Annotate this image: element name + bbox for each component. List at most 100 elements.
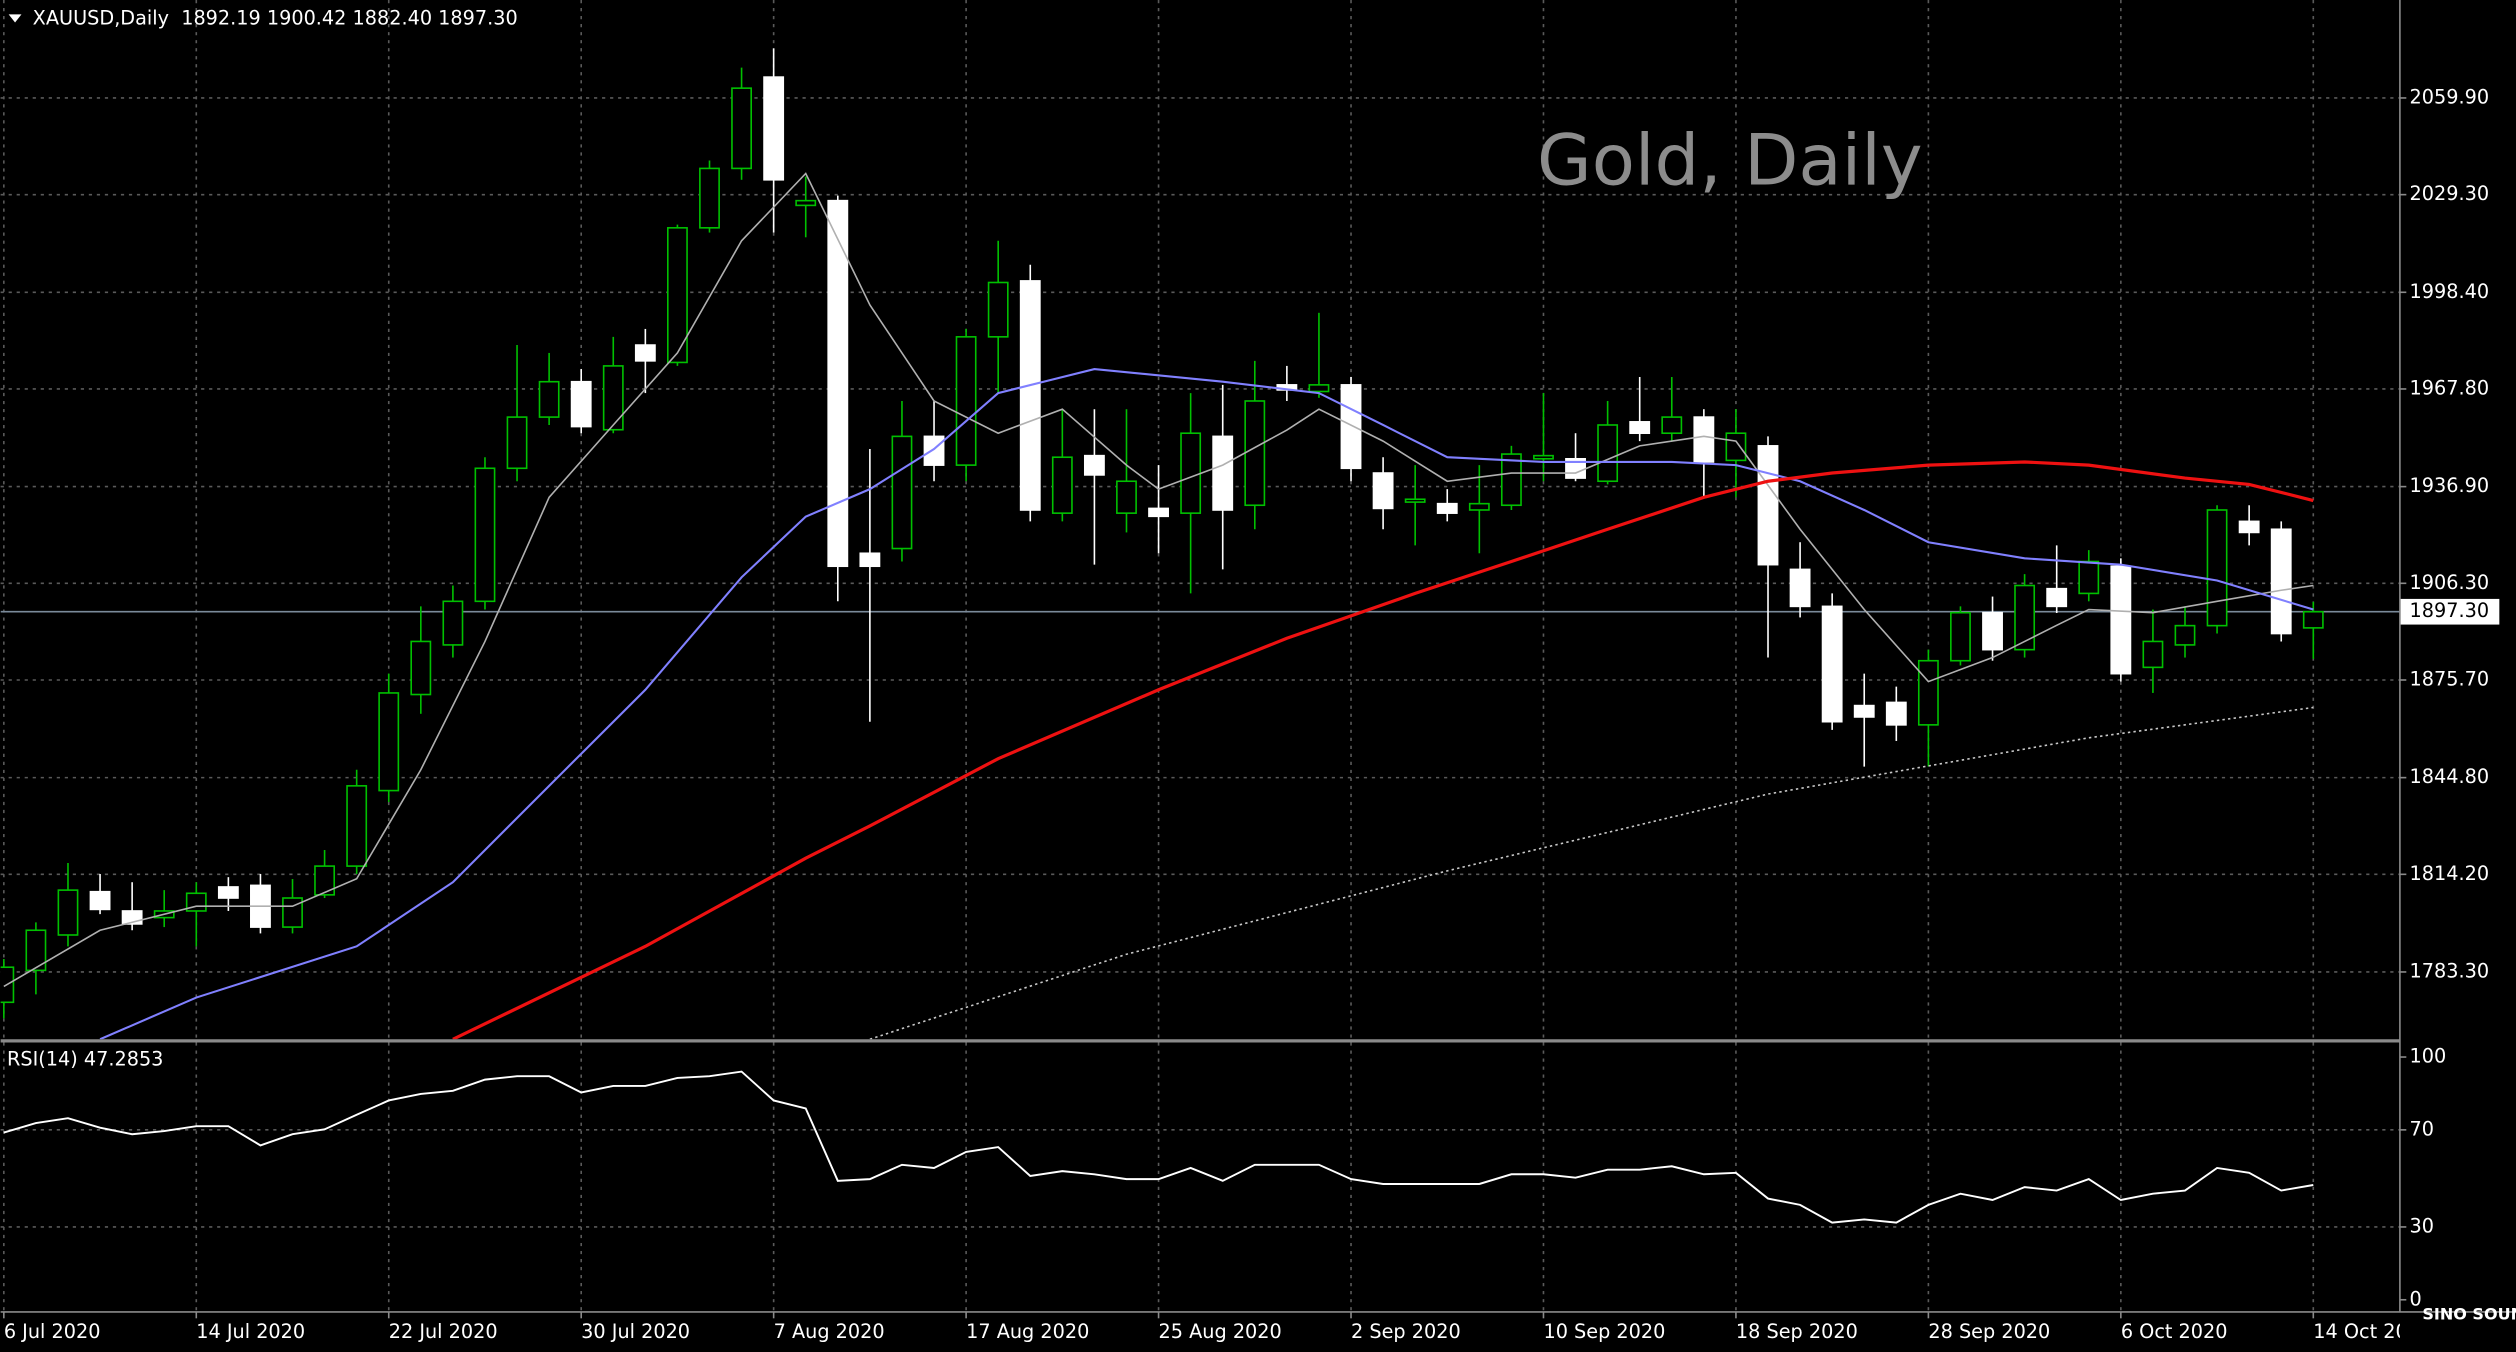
candle-body [378,692,400,792]
rsi-title: RSI(14) 47.2853 [7,1048,163,1071]
candle-body [2238,520,2260,534]
candle-body [1821,605,1843,723]
watermark: Gold, Daily [1537,120,1923,202]
y-tick-label: 30 [2410,1214,2434,1237]
candle-body [1404,498,1426,503]
candle-body [570,380,592,428]
candle-body [1757,445,1779,566]
x-tick-label: 2 Sep 2020 [1351,1320,1461,1343]
candle-body [442,600,464,646]
candle-body [346,785,368,867]
x-tick-label: 18 Sep 2020 [1736,1320,1858,1343]
x-tick-label: 25 Aug 2020 [1159,1320,1282,1343]
candle-body [1116,480,1137,514]
moving-average [869,706,2314,1040]
candle-body [1180,432,1202,514]
candle-body [474,467,496,603]
candle-body [1789,568,1811,608]
y-tick-label: 1844.80 [2410,765,2490,788]
y-tick-label: 70 [2410,1117,2434,1140]
candle-body [2014,584,2036,651]
candle-body [1500,453,1522,507]
candle-body [1917,659,1939,726]
x-tick-label: 17 Aug 2020 [966,1320,1089,1343]
candle-body [217,886,239,899]
collapse-icon [8,14,22,23]
x-tick-label: 6 Jul 2020 [4,1320,101,1343]
candle-body [891,435,913,550]
last-price-box [2399,598,2500,625]
x-tick-label: 30 Jul 2020 [581,1320,690,1343]
candle-body [1853,704,1875,718]
y-tick-label: 1967.80 [2410,376,2490,399]
y-tick-label: 1906.30 [2410,571,2490,594]
moving-average [452,460,2314,1040]
candle-body [1051,456,1073,514]
candle-body [1885,701,1907,726]
x-tick-label: 7 Aug 2020 [774,1320,885,1343]
rsi-line [3,1070,2314,1224]
candle-body [634,344,656,362]
candle-body [1950,611,1971,662]
x-tick-label: 22 Jul 2020 [389,1320,498,1343]
candle-body [538,380,560,418]
y-tick-label: 2059.90 [2410,85,2490,108]
candle-body [1629,421,1651,435]
candle-body [1148,507,1169,518]
candle-body [1982,611,2003,651]
moving-average [3,172,2314,988]
y-tick-label: 1814.20 [2410,862,2490,885]
x-tick-label: 10 Sep 2020 [1543,1320,1665,1343]
candle-body [1083,454,1105,476]
candle-body [1693,416,1715,463]
candle-body [1340,384,1362,470]
y-tick-label: 1783.30 [2410,959,2490,982]
candle-body [1468,502,1490,511]
candle-body [1661,416,1683,435]
candle-body [1372,472,1394,510]
candle-body [282,897,303,928]
candle-body [1597,424,1619,483]
candle-body [2142,640,2164,669]
candle-body [827,199,849,568]
candle-body [699,167,720,229]
y-tick-label: 1936.90 [2410,474,2490,497]
candle-body [667,227,688,364]
candle-body [1308,384,1330,393]
candle-body [89,890,111,911]
candle-body [1019,280,1041,511]
moving-average [99,368,2314,1040]
candle-body [25,929,47,972]
y-tick-label: 1998.40 [2410,280,2490,303]
candle-body [859,552,881,568]
candle-body [1533,454,1554,460]
candle-body [1212,435,1234,511]
chart-header: XAUUSD,Daily 1892.19 1900.42 1882.40 189… [33,7,518,30]
candle-body [314,865,336,896]
x-tick-label: 28 Sep 2020 [1928,1320,2050,1343]
last-price-label: 1897.30 [2410,599,2490,622]
candle-body [923,435,945,466]
candle-body [1436,502,1458,514]
candle-body [410,640,432,696]
candle-body [955,336,977,466]
x-tick-label: 14 Jul 2020 [196,1320,305,1343]
x-tick-label: 6 Oct 2020 [2121,1320,2228,1343]
candle-body [1244,400,1266,507]
y-tick-label: 2029.30 [2410,182,2490,205]
candle-body [763,76,785,181]
candle-body [731,87,753,170]
candle-body [506,416,528,470]
logo: SINO SOUND [2422,1305,2516,1324]
candle-body [2302,610,2324,629]
candle-body [2174,624,2196,646]
candle-body [2078,560,2100,595]
candle-body [987,281,1009,338]
candle-body [1725,432,1747,462]
y-tick-label: 0 [2410,1287,2422,1310]
candle-body [602,365,624,431]
candle-body [2206,509,2228,627]
logo-box [2399,1313,2516,1352]
